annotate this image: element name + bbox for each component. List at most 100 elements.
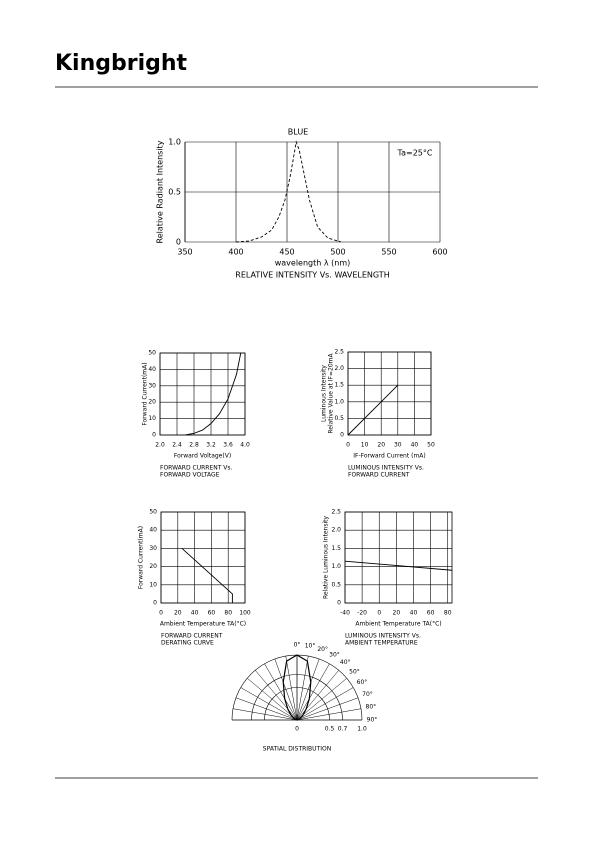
y-tick-label: 2.5 [334,349,344,356]
y-tick-label: 30 [149,545,157,552]
theta-tick-label: 0° [294,642,301,649]
y-tick-label: 0 [153,600,157,607]
theta-tick-label: 10° [305,643,316,650]
x-tick-label: 80 [444,610,452,617]
y-tick-label: 2.0 [331,527,341,534]
y-tick-label: 1.0 [168,138,181,147]
data-line [347,384,399,436]
y-tick-label: 1.0 [331,563,341,570]
x-tick-label: 500 [330,248,345,257]
theta-tick-label: 90° [367,717,378,724]
x-axis-label: wavelength λ (nm) [275,259,351,268]
radiation-lobe [296,654,312,721]
y-axis-label: Luminous Intensity [321,365,328,422]
x-tick-label: 600 [432,248,447,257]
grid-ray [296,658,320,721]
theta-tick-label: 80° [366,703,377,710]
r-tick-label: 1.0 [357,726,367,733]
x-tick-label: 3.2 [206,442,216,449]
y-tick-label: 40 [148,366,156,373]
x-tick-label: 350 [177,248,192,257]
y-tick-label: 0 [340,432,344,439]
y-tick-label: 50 [148,350,156,357]
x-tick-label: 20 [393,610,401,617]
chart-title: DERATING CURVE [161,640,214,647]
y-tick-label: 10 [148,415,156,422]
grid-ray [296,687,354,721]
data-line [181,548,233,603]
y-tick-label: 1.0 [334,398,344,405]
y-tick-label: 0.5 [331,581,341,588]
x-tick-label: 40 [191,610,199,617]
r-tick-label: 0 [295,726,299,733]
chart-title: RELATIVE INTENSITY Vs. WAVELENGTH [235,271,389,280]
logo: Kingbright [55,51,188,76]
theta-tick-label: 30° [329,652,340,659]
grid-ray [240,687,298,721]
y-axis-label: Relative Value at IF=20mA [328,352,335,433]
grid-ray [235,697,298,721]
y-tick-label: 30 [148,382,156,389]
annotation: Ta=25°C [397,149,433,158]
r-tick-label: 0.5 [325,726,335,733]
chart-title: FORWARD VOLTAGE [160,472,220,479]
x-tick-label: -20 [357,610,367,617]
r-tick-label: 0.7 [338,726,348,733]
y-tick-label: 0 [152,432,156,439]
chart-title: FORWARD CURRENT [348,472,410,479]
x-tick-label: 50 [427,442,435,449]
x-tick-label: 2.8 [189,442,199,449]
grid-ray [255,670,298,721]
data-line [344,560,453,571]
chart-title: AMBIENT TEMPERATURE [345,640,418,647]
y-tick-label: 20 [148,399,156,406]
y-axis-label: Forward Current(mA) [142,362,149,425]
x-tick-label: 40 [410,610,418,617]
grid-ray [296,663,330,721]
x-tick-label: 450 [279,248,294,257]
x-tick-label: 20 [377,442,385,449]
x-tick-label: 550 [381,248,396,257]
annotation: BLUE [288,128,308,137]
x-tick-label: 400 [228,248,243,257]
grid-ray [296,697,359,721]
y-tick-label: 0.5 [168,188,181,197]
data-line [235,140,342,243]
y-tick-label: 0 [337,600,341,607]
y-tick-label: 20 [149,563,157,570]
theta-tick-label: 70° [362,691,373,698]
x-tick-label: 2.4 [172,442,182,449]
grid-ray [296,670,339,721]
y-tick-label: 2.5 [331,509,341,516]
chart-title: LUMINOUS INTENSITY Vs. [348,465,424,472]
theta-tick-label: 20° [317,646,328,653]
y-axis-label: Relative Luminous Intensity [323,516,330,600]
plot-frame [160,511,246,604]
y-tick-label: 2.0 [334,365,344,372]
plot-frame [159,352,246,436]
x-tick-label: -40 [340,610,350,617]
theta-tick-label: 50° [349,668,360,675]
x-tick-label: 20 [174,610,182,617]
radiation-lobe [282,654,298,721]
grid-ray [247,678,298,721]
x-tick-label: 30 [394,442,402,449]
chart-title: FORWARD CURRENT Vs. [160,465,233,472]
x-axis-label: Ambient Temperature TA(°C) [355,621,441,628]
y-axis-label: Relative Radiant Intensity [156,140,165,243]
chart-title: FORWARD CURRENT [161,633,223,640]
x-tick-label: 0 [346,442,350,449]
x-tick-label: 40 [411,442,419,449]
theta-tick-label: 40° [340,659,351,666]
grid-ray [296,678,347,721]
x-tick-label: 100 [239,610,251,617]
grid-ray [232,708,298,721]
y-tick-label: 0 [176,238,181,247]
y-tick-label: 10 [149,581,157,588]
x-tick-label: 4.0 [240,442,250,449]
x-tick-label: 0 [159,610,163,617]
y-tick-label: 40 [149,527,157,534]
x-tick-label: 60 [208,610,216,617]
grid-ray [274,658,298,721]
